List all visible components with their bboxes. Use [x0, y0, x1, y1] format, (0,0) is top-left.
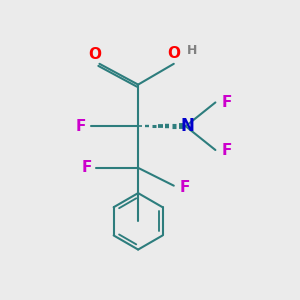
Text: F: F — [180, 180, 190, 195]
Text: N: N — [180, 117, 194, 135]
Text: F: F — [221, 142, 232, 158]
Text: O: O — [88, 47, 101, 62]
Text: F: F — [221, 95, 232, 110]
Text: F: F — [82, 160, 92, 175]
Text: H: H — [187, 44, 197, 57]
Text: O: O — [167, 46, 180, 61]
Text: F: F — [76, 119, 86, 134]
